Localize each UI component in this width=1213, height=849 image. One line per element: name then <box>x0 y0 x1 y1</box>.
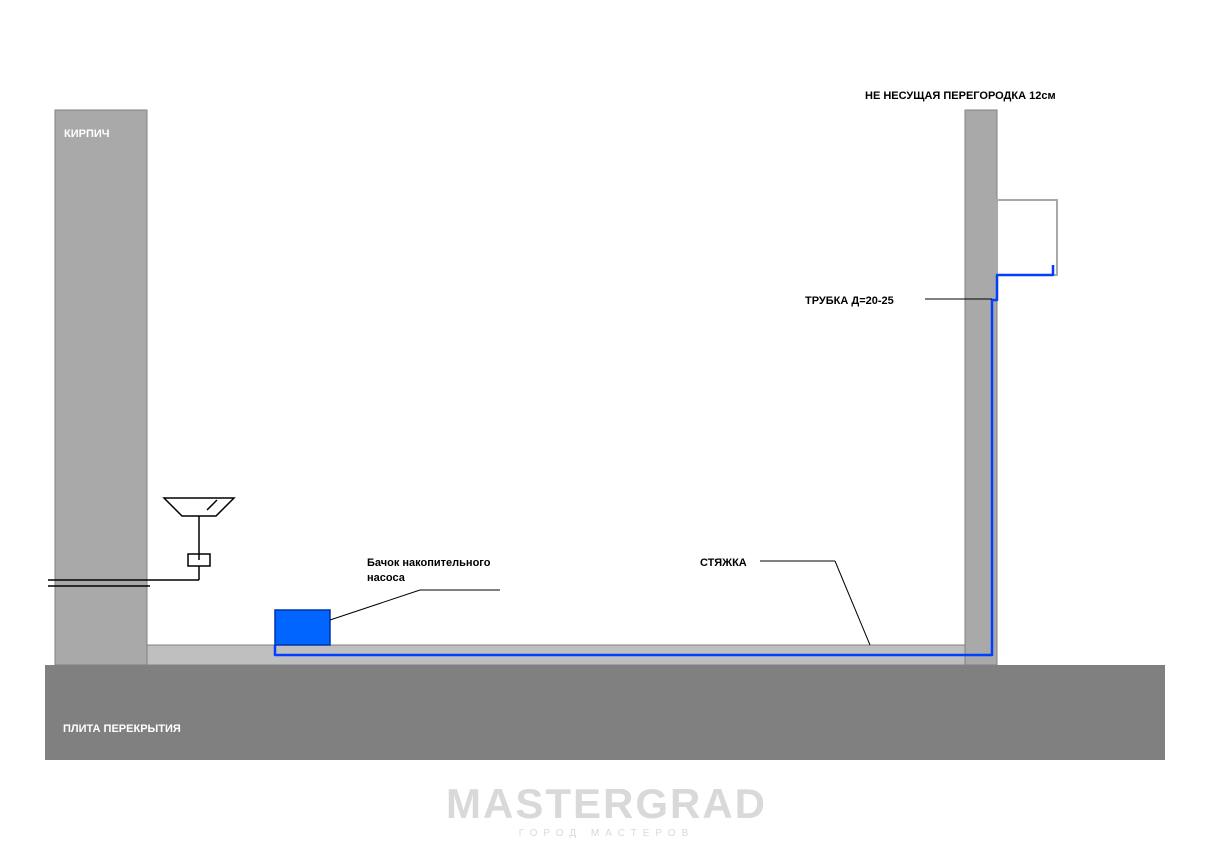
left-wall <box>55 110 147 665</box>
construction-diagram <box>0 0 1213 849</box>
label-pump-l1: Бачок накопительного <box>367 557 490 569</box>
pipe <box>275 265 1053 655</box>
wall-unit <box>997 200 1057 275</box>
label-tube: ТРУБКА Д=20-25 <box>805 295 894 307</box>
pump-box <box>275 610 330 645</box>
label-slab: ПЛИТА ПЕРЕКРЫТИЯ <box>63 723 181 735</box>
slab <box>45 665 1165 760</box>
label-screed: СТЯЖКА <box>700 557 747 569</box>
sink-basin <box>164 498 234 516</box>
label-brick: КИРПИЧ <box>64 128 110 140</box>
label-pump-l2: насоса <box>367 572 405 584</box>
label-partition: НЕ НЕСУЩАЯ ПЕРЕГОРОДКА 12см <box>865 90 1056 102</box>
